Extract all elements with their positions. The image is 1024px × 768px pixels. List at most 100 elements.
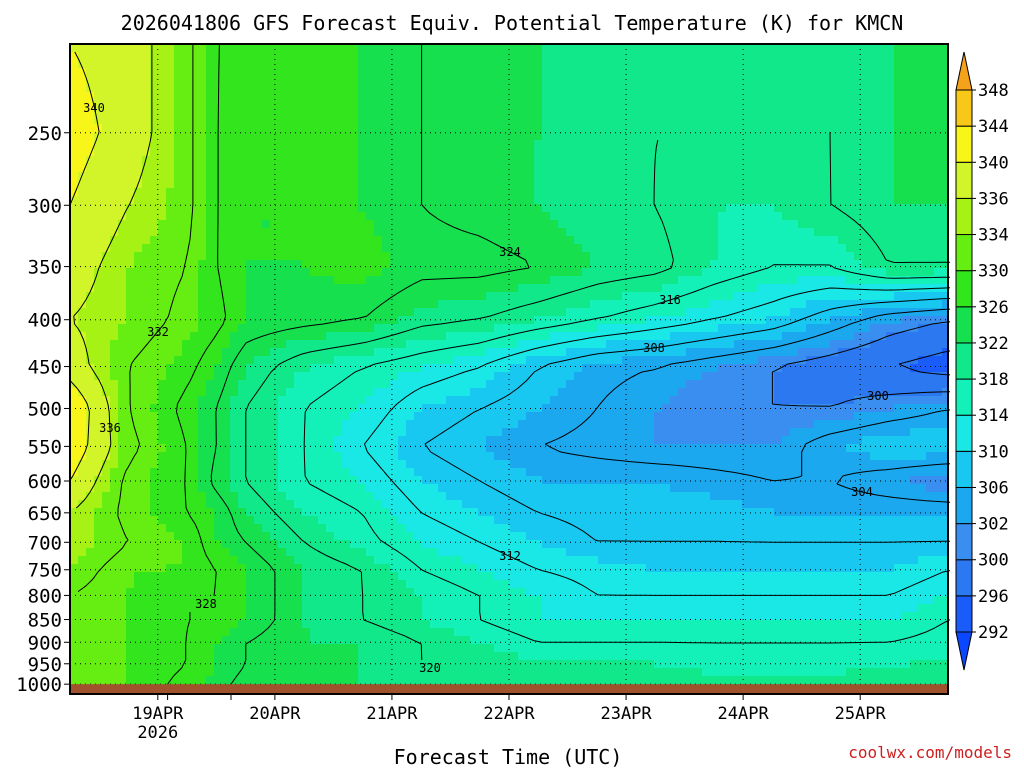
heatmap-cell — [446, 52, 455, 61]
heatmap-cell — [318, 204, 327, 213]
heatmap-cell — [462, 260, 471, 269]
heatmap-cell — [502, 324, 511, 333]
heatmap-cell — [190, 476, 199, 485]
heatmap-cell — [86, 588, 95, 597]
heatmap-cell — [414, 668, 423, 677]
heatmap-cell — [414, 436, 423, 445]
heatmap-cell — [534, 548, 543, 557]
heatmap-cell — [358, 220, 367, 229]
heatmap-cell — [494, 348, 503, 357]
heatmap-cell — [94, 652, 103, 661]
heatmap-cell — [126, 188, 135, 197]
heatmap-cell — [414, 676, 423, 685]
heatmap-cell — [406, 524, 415, 533]
heatmap-cell — [430, 260, 439, 269]
heatmap-cell — [494, 60, 503, 69]
heatmap-cell — [518, 172, 527, 181]
heatmap-cell — [142, 580, 151, 589]
heatmap-cell — [374, 540, 383, 549]
heatmap-cell — [222, 116, 231, 125]
heatmap-cell — [190, 652, 199, 661]
heatmap-cell — [206, 644, 215, 653]
heatmap-cell — [230, 340, 239, 349]
heatmap-cell — [318, 364, 327, 373]
heatmap-cell — [486, 52, 495, 61]
heatmap-cell — [382, 484, 391, 493]
heatmap-cell — [302, 668, 311, 677]
heatmap-cell — [174, 132, 183, 141]
heatmap-cell — [510, 44, 519, 53]
heatmap-cell — [318, 380, 327, 389]
heatmap-cell — [334, 228, 343, 237]
heatmap-cell — [534, 564, 543, 573]
heatmap-cell — [198, 612, 207, 621]
heatmap-cell — [206, 660, 215, 669]
heatmap-cell — [430, 412, 439, 421]
heatmap-cell — [270, 636, 279, 645]
heatmap-cell — [318, 156, 327, 165]
heatmap-cell — [254, 92, 263, 101]
heatmap-cell — [182, 212, 191, 221]
heatmap-cell — [286, 196, 295, 205]
heatmap-cell — [102, 180, 111, 189]
heatmap-cell — [166, 172, 175, 181]
heatmap-cell — [366, 276, 375, 285]
heatmap-cell — [414, 476, 423, 485]
heatmap-cell — [86, 660, 95, 669]
heatmap-cell — [230, 172, 239, 181]
heatmap-cell — [278, 156, 287, 165]
heatmap-cell — [182, 372, 191, 381]
heatmap-cell — [542, 668, 551, 677]
heatmap-cell — [94, 444, 103, 453]
heatmap-cell — [398, 524, 407, 533]
heatmap-cell — [246, 100, 255, 109]
heatmap-cell — [430, 324, 439, 333]
heatmap-cell — [126, 236, 135, 245]
heatmap-cell — [398, 340, 407, 349]
heatmap-cell — [414, 516, 423, 525]
heatmap-cell — [350, 156, 359, 165]
heatmap-cell — [542, 356, 551, 365]
heatmap-cell — [134, 92, 143, 101]
heatmap-cell — [206, 252, 215, 261]
heatmap-cell — [350, 676, 359, 685]
heatmap-cell — [430, 220, 439, 229]
heatmap-cell — [358, 540, 367, 549]
heatmap-cell — [246, 636, 255, 645]
heatmap-cell — [334, 76, 343, 85]
heatmap-cell — [118, 60, 127, 69]
heatmap-cell — [190, 276, 199, 285]
heatmap-cell — [166, 268, 175, 277]
heatmap-cell — [70, 268, 79, 277]
heatmap-cell — [166, 452, 175, 461]
heatmap-cell — [302, 348, 311, 357]
heatmap-cell — [254, 388, 263, 397]
heatmap-cell — [374, 556, 383, 565]
heatmap-cell — [390, 588, 399, 597]
heatmap-cell — [94, 420, 103, 429]
heatmap-cell — [374, 436, 383, 445]
heatmap-cell — [350, 44, 359, 53]
heatmap-cell — [334, 348, 343, 357]
heatmap-cell — [190, 612, 199, 621]
heatmap-cell — [198, 324, 207, 333]
heatmap-cell — [118, 220, 127, 229]
heatmap-cell — [486, 124, 495, 133]
heatmap-cell — [174, 44, 183, 53]
heatmap-cell — [414, 596, 423, 605]
heatmap-cell — [278, 484, 287, 493]
heatmap-cell — [462, 476, 471, 485]
heatmap-cell — [542, 252, 551, 261]
heatmap-cell — [222, 572, 231, 581]
heatmap-cell — [246, 500, 255, 509]
heatmap-cell — [510, 492, 519, 501]
heatmap-cell — [302, 532, 311, 541]
heatmap-cell — [334, 476, 343, 485]
heatmap-cell — [302, 652, 311, 661]
heatmap-cell — [470, 44, 479, 53]
heatmap-cell — [214, 588, 223, 597]
heatmap-cell — [446, 484, 455, 493]
heatmap-cell — [318, 620, 327, 629]
heatmap-cell — [270, 60, 279, 69]
heatmap-cell — [486, 364, 495, 373]
